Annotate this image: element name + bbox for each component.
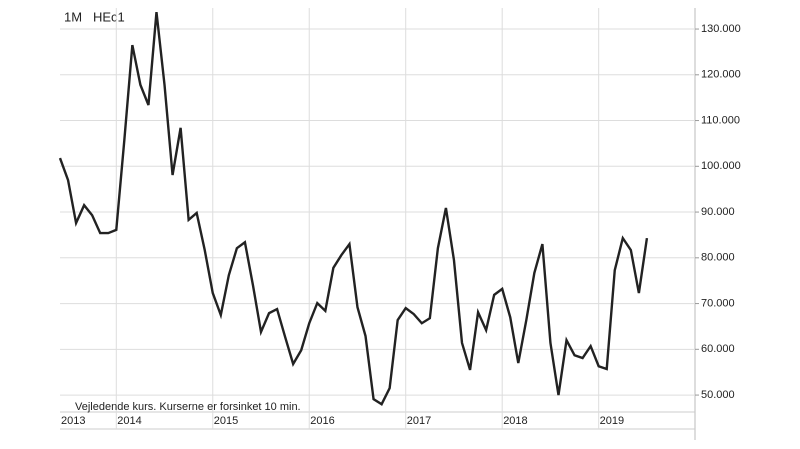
note: Vejledende kurs. Kurserne er forsinket 1… <box>75 401 301 413</box>
y-tick-label: 90.000 <box>701 206 735 218</box>
x-tick-label: 2016 <box>310 415 334 427</box>
x-tick-label: 2019 <box>600 415 624 427</box>
y-tick-label: 50.000 <box>701 389 735 401</box>
x-tick-label: 2015 <box>214 415 238 427</box>
y-tick-label: 130.000 <box>701 23 741 35</box>
period-label: 1M <box>64 9 82 24</box>
y-tick-label: 70.000 <box>701 297 735 309</box>
x-tick-label: 2013 <box>61 415 85 427</box>
y-tick-label: 120.000 <box>701 69 741 81</box>
line-series <box>58 11 649 406</box>
x-tick-label: 2017 <box>407 415 431 427</box>
y-tick-label: 100.000 <box>701 160 741 172</box>
x-tick-label: 2014 <box>117 415 141 427</box>
x-tick-label: 2018 <box>503 415 527 427</box>
y-tick-label: 110.000 <box>701 114 740 126</box>
chart-title: HEc1 <box>93 9 125 24</box>
y-tick-label: 80.000 <box>701 252 735 264</box>
y-tick-label: 60.000 <box>701 343 735 355</box>
